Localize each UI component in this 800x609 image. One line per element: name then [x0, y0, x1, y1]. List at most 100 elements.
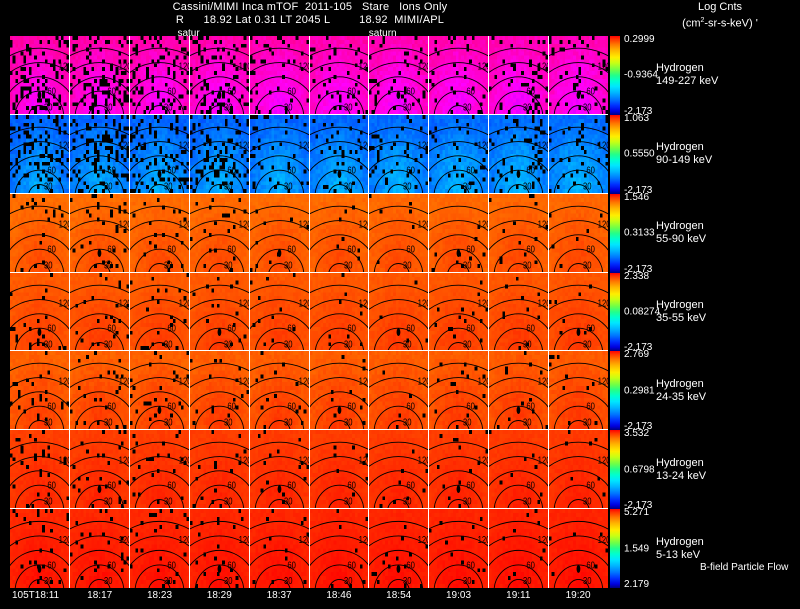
contour-label: 120 — [59, 140, 69, 151]
spectrogram-panel[interactable]: 30 60 120 — [369, 351, 430, 430]
contour-label: 120 — [238, 140, 248, 151]
spectrogram-panel[interactable]: 30 60 120 — [129, 272, 190, 351]
spectrogram-panel[interactable]: 30 60 120 — [369, 430, 430, 509]
spectrogram-panel[interactable]: 30 60 120 — [549, 430, 609, 509]
spectrogram-panel[interactable]: 30 60 120 — [549, 272, 609, 351]
spectrogram-panel[interactable]: 30 60 120 — [69, 272, 130, 351]
spectrogram-panel[interactable]: 30 60 120 — [10, 509, 70, 588]
contour-label: 30 — [463, 180, 472, 191]
contour-label: 60 — [227, 243, 236, 254]
spectrogram-panel[interactable]: 30 60 120 — [10, 36, 70, 114]
spectrogram-panel[interactable]: 30 60 120 — [10, 193, 70, 272]
contour-label: 120 — [358, 376, 368, 387]
contour-label: 30 — [164, 338, 173, 349]
spectrogram-panel[interactable]: 30 60 120 — [10, 351, 70, 430]
spectrogram-panel[interactable]: 30 60 120 — [429, 272, 490, 351]
spectrogram-panel[interactable]: 30 60 120 — [189, 351, 250, 430]
spectrogram-panel[interactable]: 30 60 120 — [10, 272, 70, 351]
spectrogram-panel[interactable]: 30 60 120 — [69, 509, 130, 588]
contour-label: 120 — [598, 534, 608, 545]
species-energy-range: 90-149 keV — [656, 154, 713, 167]
spectrogram-panel[interactable]: 30 60 120 — [489, 509, 550, 588]
spectrogram-panel[interactable]: 30 60 120 — [489, 351, 550, 430]
spectrogram-panel[interactable]: 30 60 120 — [129, 193, 190, 272]
contour-label: 30 — [224, 575, 233, 586]
contour-label: 60 — [407, 86, 416, 97]
spectrogram-panel[interactable]: 30 60 120 — [549, 36, 609, 114]
spectrogram-panel[interactable]: 30 60 120 — [429, 36, 490, 114]
spectrogram-row: 30 60 120 30 60 120 30 60 120 30 60 120 30 60 120 30 60 1… — [10, 509, 609, 588]
spectrogram-panel[interactable]: 30 60 120 — [129, 509, 190, 588]
species-name: Hydrogen — [656, 141, 704, 154]
contour-label: 120 — [418, 455, 428, 466]
spectrogram-panel[interactable]: 30 60 120 — [189, 36, 250, 114]
spectrogram-panel[interactable]: 30 60 120 — [489, 36, 550, 114]
colorbar-tick-min: -2.173 — [624, 263, 653, 275]
spectrogram-panel[interactable]: 30 60 120 — [369, 272, 430, 351]
spectrogram-panel[interactable]: 30 60 120 — [369, 509, 430, 588]
spectrogram-panel[interactable]: 30 60 120 — [189, 193, 250, 272]
spectrogram-panel[interactable]: 30 60 120 — [309, 509, 370, 588]
spectrogram-panel[interactable]: 30 60 120 — [69, 114, 130, 193]
spectrogram-panel[interactable]: 30 60 120 — [69, 193, 130, 272]
spectrogram-panel[interactable]: 30 60 120 — [549, 193, 609, 272]
spectrogram-panel[interactable]: 30 60 120 — [309, 114, 370, 193]
row-species-label: Hydrogen 5-13 keV — [656, 536, 704, 562]
spectrogram-panel[interactable]: 30 60 120 — [129, 114, 190, 193]
spectrogram-panel[interactable]: 30 60 120 — [489, 272, 550, 351]
contour-label: 30 — [463, 495, 472, 506]
colorbar-tick-max: 2.769 — [624, 349, 650, 361]
body-marker — [576, 91, 581, 100]
contour-label: 120 — [478, 534, 488, 545]
spectrogram-panel[interactable]: 30 60 120 — [489, 114, 550, 193]
contour-label: 30 — [403, 259, 412, 270]
spectrogram-panel[interactable]: 30 60 120 — [429, 509, 490, 588]
time-axis-tick: 18:54 — [386, 590, 412, 601]
spectrogram-panel[interactable]: 30 60 120 — [309, 351, 370, 430]
time-axis-tick: 19:03 — [445, 590, 472, 601]
spectrogram-panel[interactable]: 30 60 120 — [309, 193, 370, 272]
spectrogram-panel[interactable]: 30 60 120 — [309, 272, 370, 351]
spectrogram-panel[interactable]: 30 60 120 — [249, 272, 310, 351]
contour-label: 120 — [598, 455, 608, 466]
spectrogram-panel[interactable]: 30 60 120 — [369, 36, 430, 114]
spectrogram-panel[interactable]: 30 60 120 — [489, 193, 550, 272]
spectrogram-panel[interactable]: 30 60 120 — [10, 430, 70, 509]
panel-contours: 30 60 120 — [310, 430, 369, 508]
contour-label: 60 — [586, 559, 595, 570]
panel-contours: 30 60 120 — [429, 36, 489, 114]
spectrogram-panel[interactable]: 30 60 120 — [189, 114, 250, 193]
spectrogram-panel[interactable]: 30 60 120 — [489, 430, 550, 509]
spectrogram-panel[interactable]: 30 60 120 — [189, 509, 250, 588]
spectrogram-panel[interactable]: 30 60 120 — [69, 430, 130, 509]
spectrogram-panel[interactable]: 30 60 120 — [549, 114, 609, 193]
spectrogram-panel[interactable]: 30 60 120 — [129, 351, 190, 430]
spectrogram-panel[interactable]: 30 60 120 — [249, 351, 310, 430]
spectrogram-panel[interactable]: 30 60 120 — [189, 430, 250, 509]
spectrogram-panel[interactable]: 30 60 120 — [309, 430, 370, 509]
spectrogram-panel[interactable]: 30 60 120 — [129, 430, 190, 509]
spectrogram-panel[interactable]: 30 60 120 — [369, 193, 430, 272]
spectrogram-panel[interactable]: 30 60 120 — [429, 193, 490, 272]
spectrogram-panel[interactable]: 30 60 120 — [369, 114, 430, 193]
spectrogram-panel[interactable]: 30 60 120 — [189, 272, 250, 351]
spectrogram-panel[interactable]: 30 60 120 — [309, 36, 370, 114]
spectrogram-panel[interactable]: 30 60 120 — [429, 430, 490, 509]
spectrogram-panel[interactable]: 30 60 120 — [549, 509, 609, 588]
spectrogram-panel[interactable]: 30 60 120 — [10, 114, 70, 193]
spectrogram-panel[interactable]: 30 60 120 — [129, 36, 190, 114]
panel-contours: 30 60 120 — [70, 273, 129, 351]
spectrogram-panel[interactable]: 30 60 120 — [69, 36, 130, 114]
contour-label: 30 — [44, 575, 53, 586]
spectrogram-panel[interactable]: 30 60 120 — [429, 351, 490, 430]
colorbar-gradient — [610, 114, 620, 194]
spectrogram-panel[interactable]: 30 60 120 — [249, 509, 310, 588]
spectrogram-panel[interactable]: 30 60 120 — [249, 193, 310, 272]
spectrogram-panel[interactable]: 30 60 120 — [429, 114, 490, 193]
spectrogram-panel[interactable]: 30 60 120 — [249, 114, 310, 193]
spectrogram-panel[interactable]: 30 60 120 — [249, 36, 310, 114]
spectrogram-panel[interactable]: 30 60 120 — [549, 351, 609, 430]
spectrogram-panel[interactable]: 30 60 120 — [249, 430, 310, 509]
contour-label: 30 — [463, 338, 472, 349]
spectrogram-panel[interactable]: 30 60 120 — [69, 351, 130, 430]
